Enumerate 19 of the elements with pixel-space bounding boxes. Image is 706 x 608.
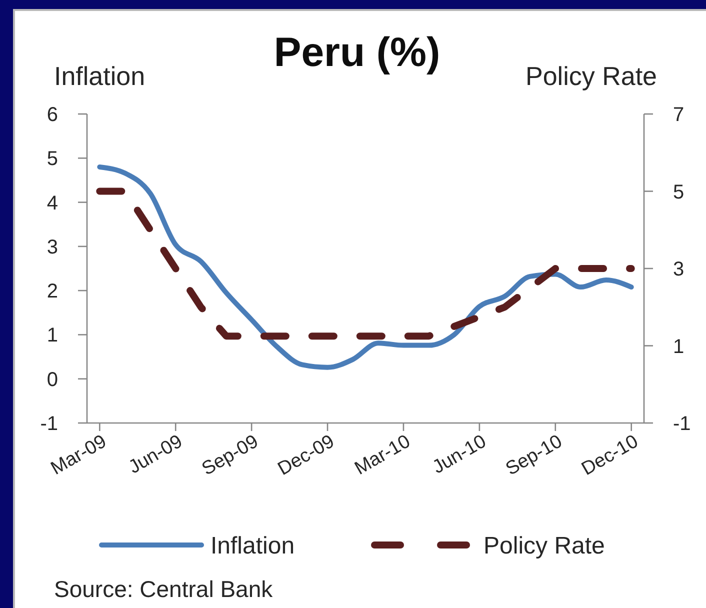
- y-tick-label: 0: [46, 368, 58, 391]
- y2-tick-label: 3: [673, 258, 684, 280]
- y-tick-label: 5: [46, 148, 58, 170]
- y2-tick-label: -1: [673, 413, 691, 435]
- source-note: Source: Central Bank: [54, 576, 274, 602]
- y2-tick-label: 1: [673, 336, 684, 358]
- y-tick-label: 6: [46, 104, 58, 126]
- y-tick-label: 1: [46, 324, 58, 347]
- y-tick-label: -1: [40, 413, 58, 435]
- y-tick-label: 2: [46, 280, 58, 303]
- y-axis-title: Inflation: [54, 61, 146, 91]
- legend-label: Policy Rate: [484, 532, 605, 560]
- chart-title: Peru (%): [274, 29, 440, 75]
- y-tick-label: 4: [46, 192, 58, 214]
- legend-label: Inflation: [210, 532, 295, 560]
- y2-axis-title: Policy Rate: [526, 61, 657, 91]
- y-tick-label: 3: [46, 236, 58, 258]
- y2-tick-label: 7: [673, 104, 684, 126]
- y2-tick-label: 5: [673, 181, 684, 204]
